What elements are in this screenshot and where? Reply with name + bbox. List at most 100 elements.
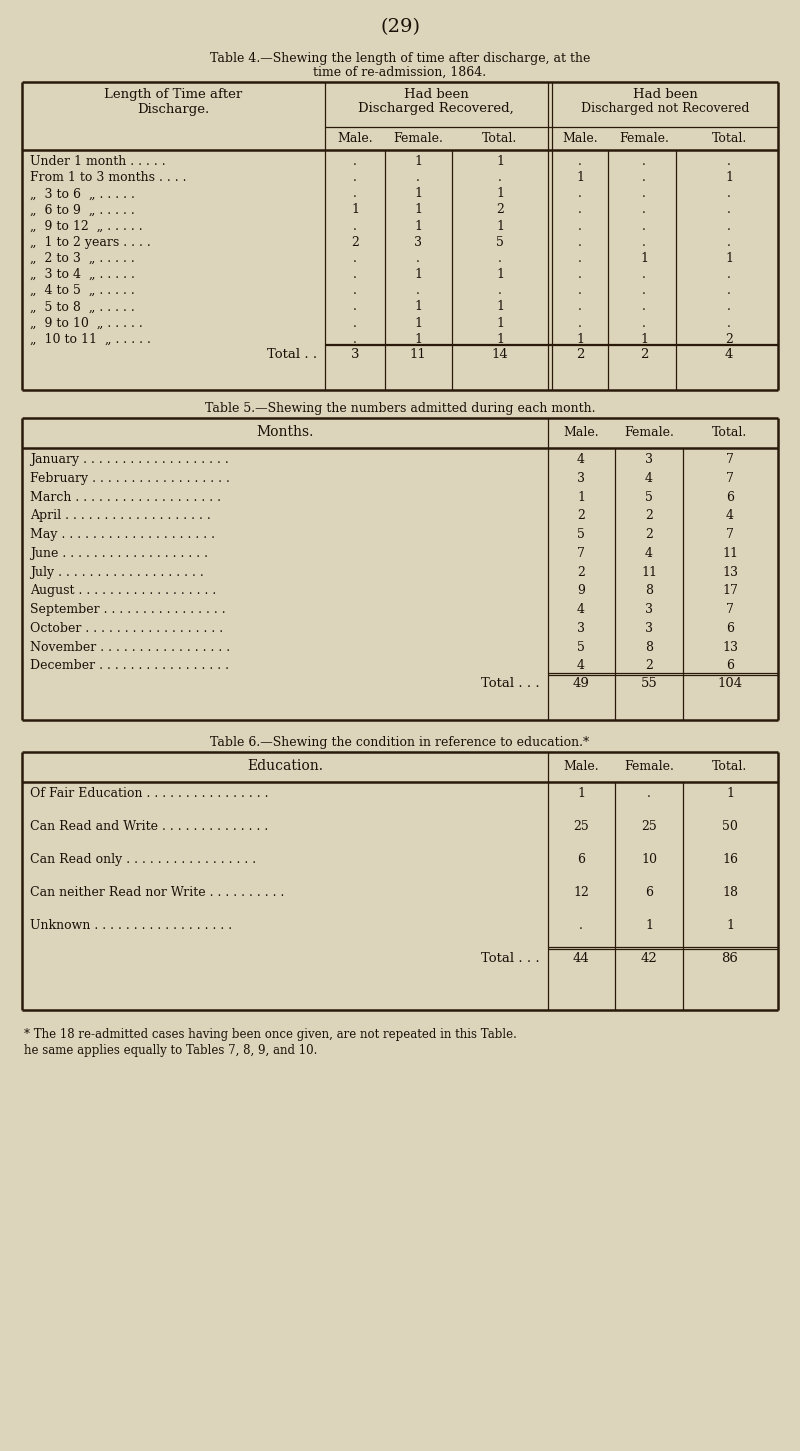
Text: 1: 1 <box>496 268 504 281</box>
Text: 1: 1 <box>414 300 422 313</box>
Text: .: . <box>416 284 420 297</box>
Text: 86: 86 <box>722 952 738 965</box>
Text: .: . <box>353 316 357 329</box>
Text: 16: 16 <box>722 853 738 866</box>
Text: „  3 to 6  „ . . . . .: „ 3 to 6 „ . . . . . <box>30 187 135 200</box>
Text: 2: 2 <box>645 659 653 672</box>
Text: 3: 3 <box>414 235 422 248</box>
Text: 1: 1 <box>576 332 584 345</box>
Text: .: . <box>727 284 731 297</box>
Text: 6: 6 <box>645 887 653 900</box>
Text: 2: 2 <box>645 509 653 522</box>
Text: 1: 1 <box>351 203 359 216</box>
Text: 50: 50 <box>722 820 738 833</box>
Text: 1: 1 <box>496 300 504 313</box>
Text: From 1 to 3 months . . . .: From 1 to 3 months . . . . <box>30 171 186 184</box>
Text: .: . <box>642 187 646 200</box>
Text: (29): (29) <box>380 17 420 36</box>
Text: 49: 49 <box>573 678 590 691</box>
Text: .: . <box>353 252 357 266</box>
Text: Can Read and Write . . . . . . . . . . . . . .: Can Read and Write . . . . . . . . . . .… <box>30 820 268 833</box>
Text: November . . . . . . . . . . . . . . . . .: November . . . . . . . . . . . . . . . .… <box>30 641 230 654</box>
Text: 2: 2 <box>351 235 359 248</box>
Text: .: . <box>727 187 731 200</box>
Text: Male.: Male. <box>562 132 598 145</box>
Text: .: . <box>578 268 582 281</box>
Text: .: . <box>727 203 731 216</box>
Text: .: . <box>578 219 582 232</box>
Text: 13: 13 <box>722 641 738 654</box>
Text: 1: 1 <box>645 918 653 932</box>
Text: 4: 4 <box>725 348 733 361</box>
Text: time of re-admission, 1864.: time of re-admission, 1864. <box>314 65 486 78</box>
Text: 4: 4 <box>645 472 653 485</box>
Text: .: . <box>727 300 731 313</box>
Text: January . . . . . . . . . . . . . . . . . . .: January . . . . . . . . . . . . . . . . … <box>30 453 229 466</box>
Text: 3: 3 <box>645 453 653 466</box>
Text: 11: 11 <box>641 566 657 579</box>
Text: Had been: Had been <box>404 89 468 102</box>
Text: 55: 55 <box>641 678 658 691</box>
Text: 6: 6 <box>726 622 734 636</box>
Text: .: . <box>578 155 582 168</box>
Text: Female.: Female. <box>624 427 674 440</box>
Text: Table 4.—Shewing the length of time after discharge, at the: Table 4.—Shewing the length of time afte… <box>210 52 590 65</box>
Text: 11: 11 <box>410 348 426 361</box>
Text: 5: 5 <box>577 641 585 654</box>
Text: 1: 1 <box>414 155 422 168</box>
Text: .: . <box>416 171 420 184</box>
Text: August . . . . . . . . . . . . . . . . . .: August . . . . . . . . . . . . . . . . .… <box>30 585 216 598</box>
Text: 1: 1 <box>496 332 504 345</box>
Text: .: . <box>353 268 357 281</box>
Text: .: . <box>727 268 731 281</box>
Text: „  6 to 9  „ . . . . .: „ 6 to 9 „ . . . . . <box>30 203 134 216</box>
Text: Discharge.: Discharge. <box>137 103 209 116</box>
Text: he same applies equally to Tables 7, 8, 9, and 10.: he same applies equally to Tables 7, 8, … <box>24 1045 318 1056</box>
Text: „  9 to 12  „ . . . . .: „ 9 to 12 „ . . . . . <box>30 219 142 232</box>
Text: 4: 4 <box>577 659 585 672</box>
Text: 14: 14 <box>492 348 508 361</box>
Text: Discharged Recovered,: Discharged Recovered, <box>358 102 514 115</box>
Text: 7: 7 <box>726 472 734 485</box>
Text: 1: 1 <box>576 171 584 184</box>
Text: 1: 1 <box>725 252 733 266</box>
Text: „  2 to 3  „ . . . . .: „ 2 to 3 „ . . . . . <box>30 252 134 266</box>
Text: October . . . . . . . . . . . . . . . . . .: October . . . . . . . . . . . . . . . . … <box>30 622 223 636</box>
Text: Female.: Female. <box>624 760 674 773</box>
Text: 1: 1 <box>414 316 422 329</box>
Text: .: . <box>498 284 502 297</box>
Text: 13: 13 <box>722 566 738 579</box>
Text: 6: 6 <box>726 659 734 672</box>
Text: 1: 1 <box>414 268 422 281</box>
Text: April . . . . . . . . . . . . . . . . . . .: April . . . . . . . . . . . . . . . . . … <box>30 509 210 522</box>
Text: 11: 11 <box>722 547 738 560</box>
Text: 5: 5 <box>645 490 653 503</box>
Text: December . . . . . . . . . . . . . . . . .: December . . . . . . . . . . . . . . . .… <box>30 659 229 672</box>
Text: Total . . .: Total . . . <box>482 678 540 691</box>
Text: .: . <box>578 300 582 313</box>
Text: .: . <box>642 316 646 329</box>
Text: 44: 44 <box>573 952 590 965</box>
Text: .: . <box>727 316 731 329</box>
Text: 2: 2 <box>577 566 585 579</box>
Text: 3: 3 <box>577 622 585 636</box>
Text: 17: 17 <box>722 585 738 598</box>
Text: 2: 2 <box>645 528 653 541</box>
Text: .: . <box>642 219 646 232</box>
Text: 7: 7 <box>726 453 734 466</box>
Text: 3: 3 <box>645 604 653 617</box>
Text: .: . <box>642 171 646 184</box>
Text: 3: 3 <box>645 622 653 636</box>
Text: 1: 1 <box>640 332 648 345</box>
Text: 4: 4 <box>577 453 585 466</box>
Text: 1: 1 <box>414 219 422 232</box>
Text: 18: 18 <box>722 887 738 900</box>
Text: Under 1 month . . . . .: Under 1 month . . . . . <box>30 155 166 168</box>
Text: 25: 25 <box>573 820 589 833</box>
Text: .: . <box>727 235 731 248</box>
Text: 7: 7 <box>577 547 585 560</box>
Text: .: . <box>579 918 583 932</box>
Text: „  10 to 11  „ . . . . .: „ 10 to 11 „ . . . . . <box>30 332 151 345</box>
Text: Total.: Total. <box>712 760 748 773</box>
Text: .: . <box>353 300 357 313</box>
